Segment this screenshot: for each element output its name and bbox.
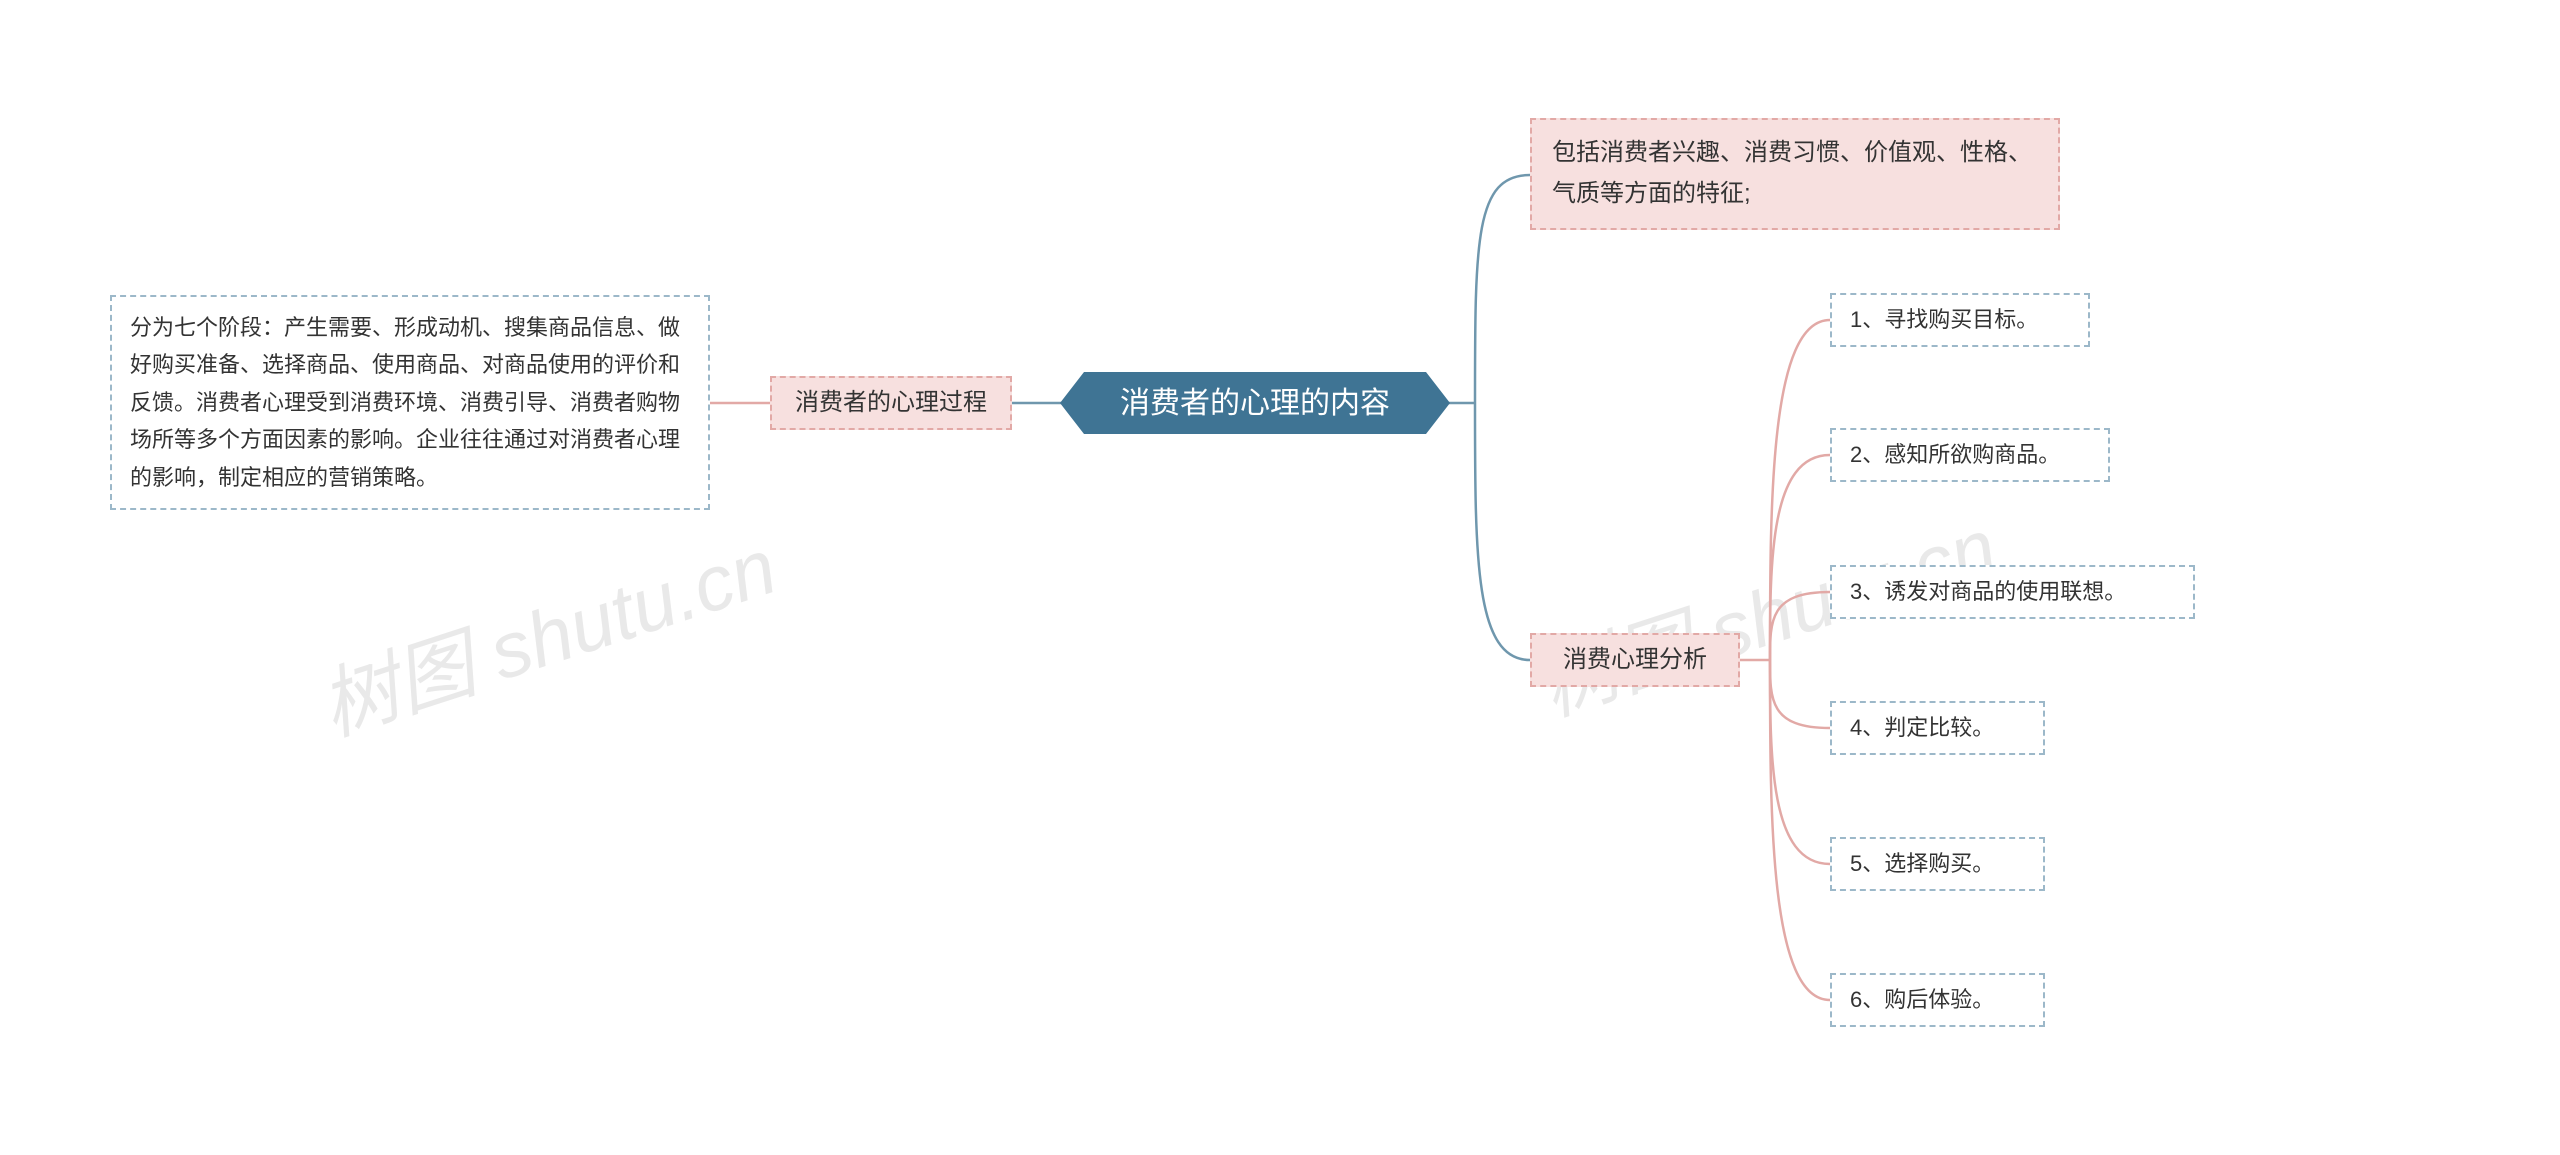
root-node: 消费者的心理的内容 <box>1060 372 1450 434</box>
right-top-text: 包括消费者兴趣、消费习惯、价值观、性格、气质等方面的特征; <box>1552 133 2038 215</box>
left-branch-node: 消费者的心理过程 <box>770 376 1012 430</box>
leaf-1-text: 1、寻找购买目标。 <box>1850 301 2038 338</box>
leaf-3: 3、诱发对商品的使用联想。 <box>1830 565 2195 619</box>
left-branch-label: 消费者的心理过程 <box>795 383 987 424</box>
leaf-4-text: 4、判定比较。 <box>1850 709 1994 746</box>
leaf-6-text: 6、购后体验。 <box>1850 981 1994 1018</box>
leaf-5-text: 5、选择购买。 <box>1850 845 1994 882</box>
left-detail-node: 分为七个阶段：产生需要、形成动机、搜集商品信息、做好购买准备、选择商品、使用商品… <box>110 295 710 510</box>
watermark-left: 树图 shutu.cn <box>304 505 788 758</box>
leaf-2: 2、感知所欲购商品。 <box>1830 428 2110 482</box>
leaf-3-text: 3、诱发对商品的使用联想。 <box>1850 573 2126 610</box>
right-branch-node: 消费心理分析 <box>1530 633 1740 687</box>
leaf-5: 5、选择购买。 <box>1830 837 2045 891</box>
left-detail-text: 分为七个阶段：产生需要、形成动机、搜集商品信息、做好购买准备、选择商品、使用商品… <box>130 309 690 496</box>
root-label: 消费者的心理的内容 <box>1120 378 1390 429</box>
leaf-1: 1、寻找购买目标。 <box>1830 293 2090 347</box>
leaf-6: 6、购后体验。 <box>1830 973 2045 1027</box>
right-top-node: 包括消费者兴趣、消费习惯、价值观、性格、气质等方面的特征; <box>1530 118 2060 230</box>
leaf-4: 4、判定比较。 <box>1830 701 2045 755</box>
right-branch-label: 消费心理分析 <box>1563 640 1707 681</box>
leaf-2-text: 2、感知所欲购商品。 <box>1850 436 2060 473</box>
